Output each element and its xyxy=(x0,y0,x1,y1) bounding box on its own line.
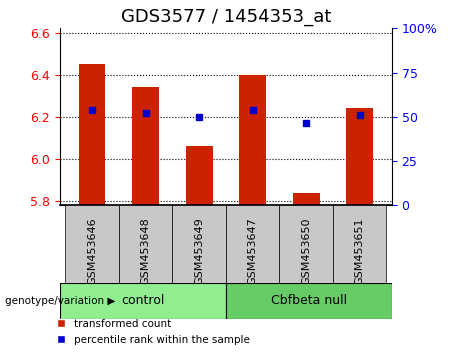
FancyBboxPatch shape xyxy=(60,283,226,319)
Bar xyxy=(79,64,106,205)
Bar xyxy=(293,193,319,205)
FancyBboxPatch shape xyxy=(172,205,226,283)
Text: control: control xyxy=(121,295,165,307)
FancyBboxPatch shape xyxy=(226,283,392,319)
FancyBboxPatch shape xyxy=(226,205,279,283)
FancyBboxPatch shape xyxy=(279,205,333,283)
Text: GSM453649: GSM453649 xyxy=(194,217,204,285)
Text: Cbfbeta null: Cbfbeta null xyxy=(271,295,347,307)
FancyBboxPatch shape xyxy=(65,205,119,283)
Bar xyxy=(132,87,159,205)
Title: GDS3577 / 1454353_at: GDS3577 / 1454353_at xyxy=(121,8,331,25)
FancyBboxPatch shape xyxy=(119,205,172,283)
Text: GSM453651: GSM453651 xyxy=(355,217,365,285)
Bar xyxy=(186,146,213,205)
Text: GSM453646: GSM453646 xyxy=(87,217,97,285)
Bar xyxy=(239,75,266,205)
Bar xyxy=(346,108,373,205)
Legend: transformed count, percentile rank within the sample: transformed count, percentile rank withi… xyxy=(51,315,254,349)
Text: GSM453647: GSM453647 xyxy=(248,217,258,285)
Text: genotype/variation ▶: genotype/variation ▶ xyxy=(5,296,115,306)
FancyBboxPatch shape xyxy=(333,205,386,283)
Text: GSM453648: GSM453648 xyxy=(141,217,151,285)
Text: GSM453650: GSM453650 xyxy=(301,217,311,285)
